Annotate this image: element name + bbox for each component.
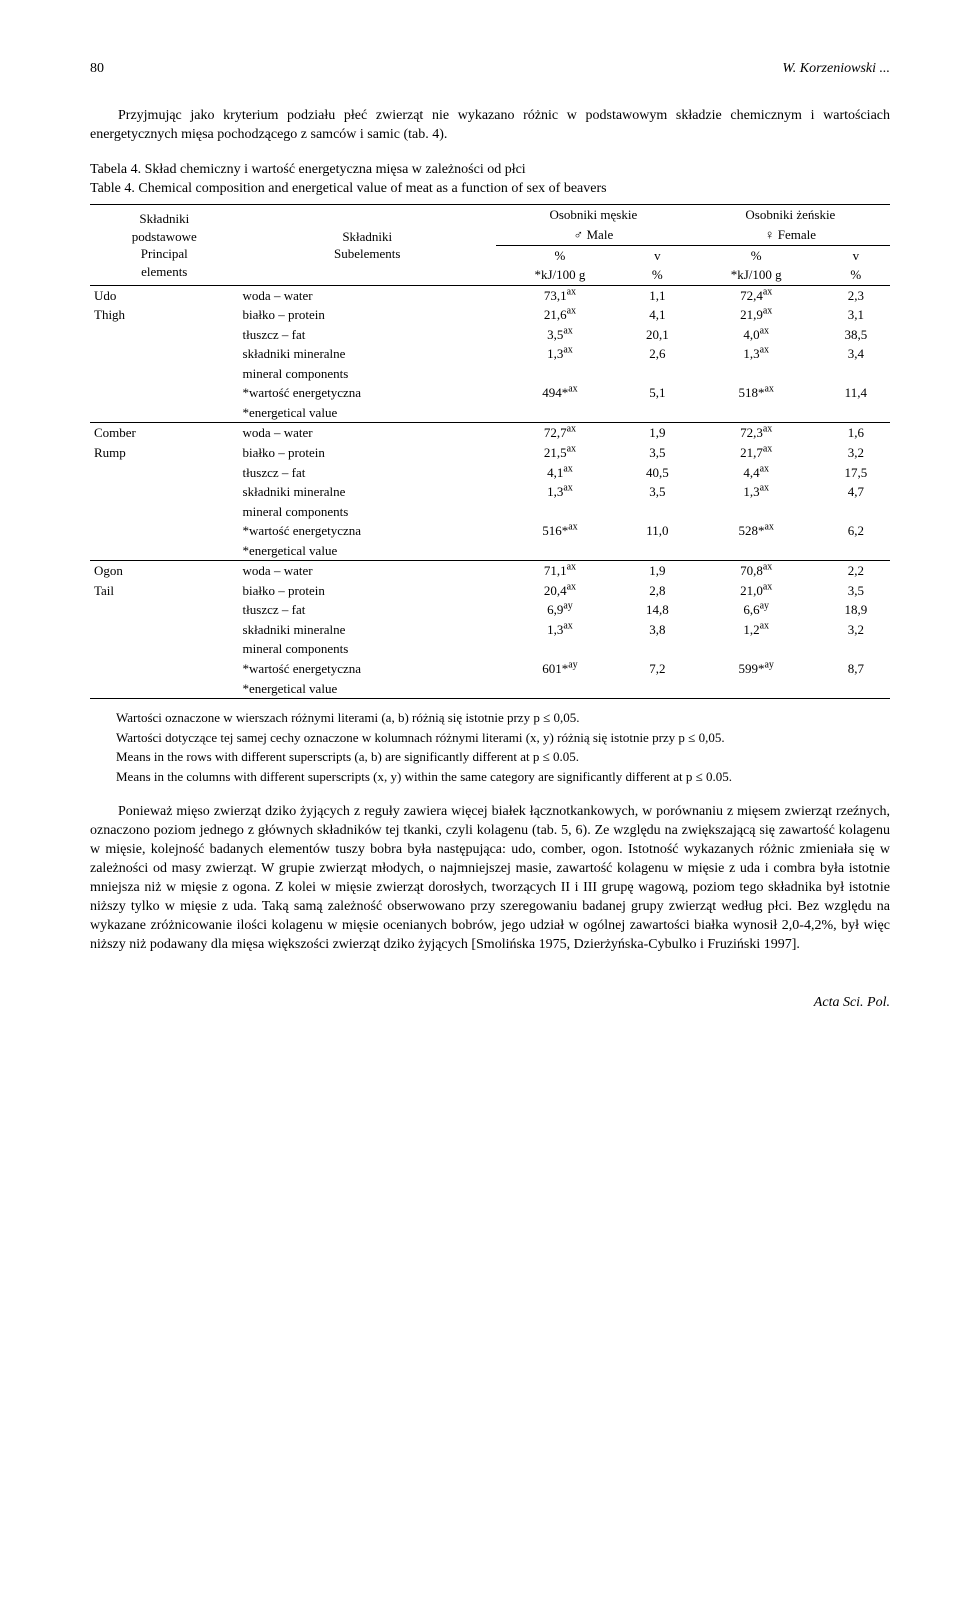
section-label — [90, 679, 239, 699]
footer: Acta Sci. Pol. — [90, 994, 890, 1013]
section-label — [90, 383, 239, 403]
section-label: Ogon — [90, 561, 239, 581]
subelement-name: tłuszcz – fat — [239, 325, 496, 345]
section-label — [90, 521, 239, 541]
subelement-name: *energetical value — [239, 403, 496, 423]
subelement-name: mineral components — [239, 502, 496, 522]
subelement-name: białko – protein — [239, 443, 496, 463]
section-label — [90, 463, 239, 483]
subelement-name: *wartość energetyczna — [239, 659, 496, 679]
subelement-name: składniki mineralne — [239, 482, 496, 502]
running-head: W. Korzeniowski ... — [782, 60, 890, 79]
subelement-name: *wartość energetyczna — [239, 383, 496, 403]
section-label — [90, 403, 239, 423]
subelement-name: *energetical value — [239, 679, 496, 699]
section-label — [90, 600, 239, 620]
subelement-name: białko – protein — [239, 305, 496, 325]
subelement-name: woda – water — [239, 561, 496, 581]
page-number: 80 — [90, 60, 104, 79]
subelement-name: białko – protein — [239, 581, 496, 601]
section-label — [90, 325, 239, 345]
table-notes: Wartości oznaczone w wierszach różnymi l… — [90, 709, 890, 785]
section-label: Comber — [90, 423, 239, 443]
section-label — [90, 620, 239, 640]
subelement-name: tłuszcz – fat — [239, 463, 496, 483]
section-label: Rump — [90, 443, 239, 463]
section-label: Udo — [90, 285, 239, 305]
subelement-name: mineral components — [239, 364, 496, 384]
section-label — [90, 541, 239, 561]
section-label — [90, 344, 239, 364]
subelement-name: woda – water — [239, 285, 496, 305]
section-label: Thigh — [90, 305, 239, 325]
section-label — [90, 502, 239, 522]
subelement-name: woda – water — [239, 423, 496, 443]
subelement-name: *wartość energetyczna — [239, 521, 496, 541]
subelement-name: *energetical value — [239, 541, 496, 561]
section-label — [90, 639, 239, 659]
table-caption: Tabela 4. Skład chemiczny i wartość ener… — [90, 161, 890, 199]
section-label: Tail — [90, 581, 239, 601]
subelement-name: składniki mineralne — [239, 620, 496, 640]
section-label — [90, 364, 239, 384]
intro-paragraph: Przyjmując jako kryterium podziału płeć … — [90, 107, 890, 145]
subelement-name: składniki mineralne — [239, 344, 496, 364]
data-table: Składniki podstawowe Principal elements … — [90, 204, 890, 699]
body-paragraph: Ponieważ mięso zwierząt dziko żyjących z… — [90, 803, 890, 954]
section-label — [90, 659, 239, 679]
subelement-name: tłuszcz – fat — [239, 600, 496, 620]
subelement-name: mineral components — [239, 639, 496, 659]
section-label — [90, 482, 239, 502]
